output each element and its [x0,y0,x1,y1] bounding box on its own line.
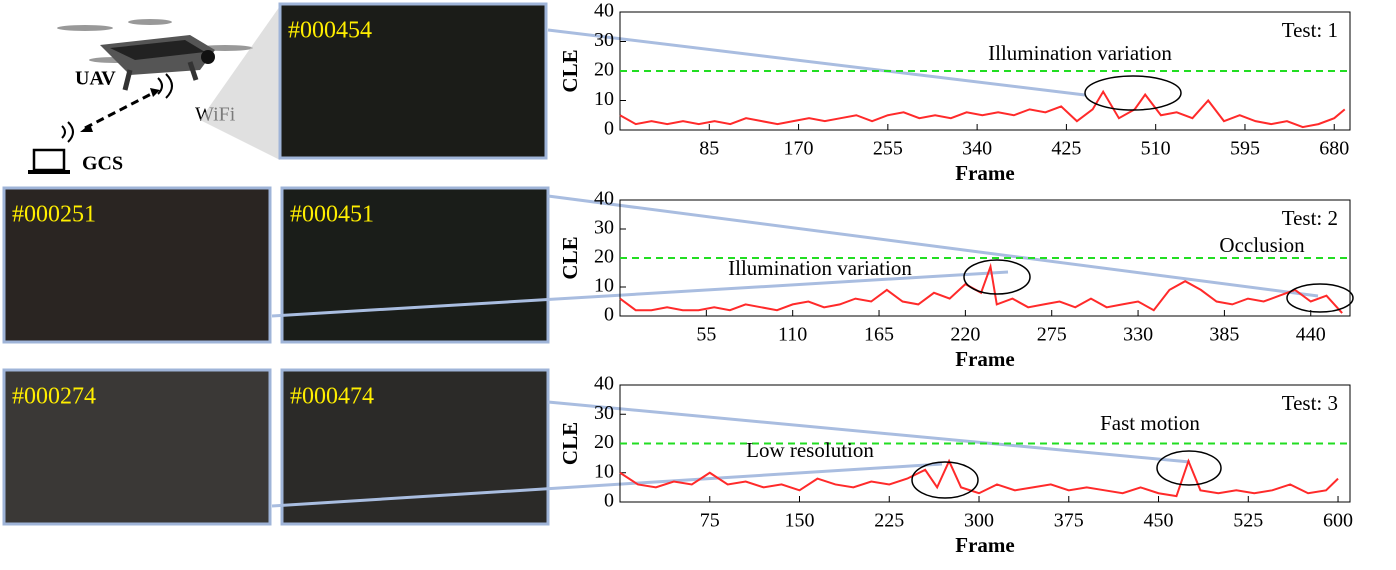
x-tick-label: 225 [874,510,904,532]
video-frame [2,368,272,526]
video-frame [278,2,548,160]
x-tick-label: 55 [696,324,716,346]
x-tick-label: 525 [1233,510,1263,532]
laptop-icon [28,148,70,174]
x-tick-label: 425 [1051,138,1081,160]
x-tick-label: 595 [1230,138,1260,160]
x-tick-label: 375 [1054,510,1084,532]
y-tick-label: 30 [594,217,614,239]
frame-label: #000274 [12,384,96,410]
annotation: Illumination variation [988,41,1172,65]
cle-line [619,89,1346,129]
x-tick-label: 600 [1323,510,1353,532]
x-tick-label: 300 [964,510,994,532]
highlight-ellipse [963,259,1031,295]
x-tick-label: 440 [1296,324,1326,346]
link-arrow [84,90,156,130]
arrows [271,28,1319,508]
y-tick-label: 20 [594,246,614,268]
arrow-heads [80,88,160,132]
annotation: Fast motion [1100,411,1200,435]
y-tick-label: 40 [594,373,614,395]
y-tick-label: 30 [594,29,614,51]
x-axis-label: Frame [955,533,1014,557]
x-tick-label: 75 [700,510,720,532]
frame-label: #000451 [290,202,374,228]
uav-label: UAV [75,68,116,90]
x-tick-label: 85 [699,138,719,160]
cle-line [619,262,1343,314]
y-tick-label: 30 [594,402,614,424]
cle-line [619,458,1339,498]
highlight-ellipse [1084,75,1182,111]
video-frame [2,186,272,344]
y-axis-label: CLE [558,236,582,279]
x-axis-label: Frame [955,161,1014,185]
highlight-ellipse [1156,450,1222,486]
x-tick-label: 165 [864,324,894,346]
x-tick-label: 170 [784,138,814,160]
x-tick-label: 680 [1319,138,1349,160]
video-frame [280,186,550,344]
x-tick-label: 340 [962,138,992,160]
y-tick-label: 10 [594,88,614,110]
x-tick-label: 330 [1123,324,1153,346]
y-axis-label: CLE [558,422,582,465]
zoom-wedge [200,6,280,160]
x-tick-label: 385 [1209,324,1239,346]
drone-icon [57,19,253,99]
x-tick-label: 150 [785,510,815,532]
frame-label: #000454 [288,18,372,44]
frame-label: #000474 [290,384,374,410]
annotation: Low resolution [746,438,874,462]
x-tick-label: 220 [950,324,980,346]
x-tick-label: 110 [778,324,807,346]
x-tick-label: 450 [1144,510,1174,532]
x-tick-label: 510 [1141,138,1171,160]
annotation: Illumination variation [728,256,912,280]
y-tick-label: 10 [594,460,614,482]
y-tick-label: 20 [594,431,614,453]
y-tick-label: 10 [594,275,614,297]
gcs-label: GCS [82,153,123,175]
wifi-icon [61,121,74,143]
chart-title: Test: 3 [1282,391,1338,415]
x-tick-label: 275 [1037,324,1067,346]
y-tick-label: 40 [594,0,614,22]
frame-label: #000251 [12,202,96,228]
y-tick-label: 20 [594,59,614,81]
chart-title: Test: 1 [1282,18,1338,42]
x-axis-label: Frame [955,347,1014,371]
annotation: Occlusion [1219,233,1305,257]
y-tick-label: 0 [604,304,614,326]
y-tick-label: 0 [604,490,614,512]
chart-title: Test: 2 [1282,206,1338,230]
highlight-ellipse [911,461,979,499]
y-tick-label: 0 [604,118,614,140]
y-tick-label: 40 [594,188,614,210]
y-axis-label: CLE [558,49,582,92]
x-tick-label: 255 [873,138,903,160]
highlight-ellipse [1286,283,1354,313]
